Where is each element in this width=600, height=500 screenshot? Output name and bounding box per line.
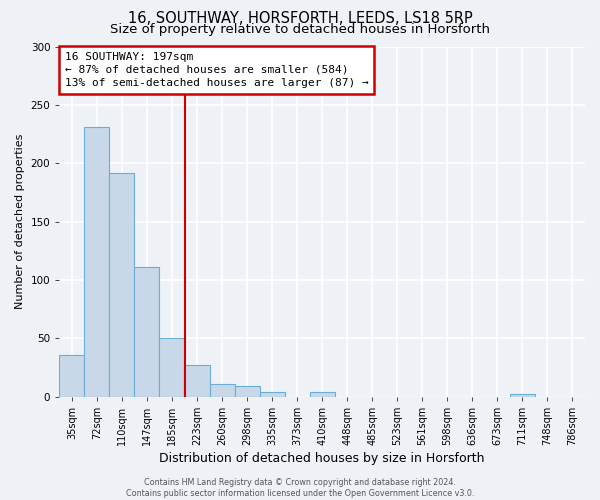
Text: 16, SOUTHWAY, HORSFORTH, LEEDS, LS18 5RP: 16, SOUTHWAY, HORSFORTH, LEEDS, LS18 5RP — [128, 11, 472, 26]
Bar — [160, 338, 184, 396]
Bar — [134, 267, 160, 396]
Text: 16 SOUTHWAY: 197sqm
← 87% of detached houses are smaller (584)
13% of semi-detac: 16 SOUTHWAY: 197sqm ← 87% of detached ho… — [65, 52, 368, 88]
Text: Contains HM Land Registry data © Crown copyright and database right 2024.
Contai: Contains HM Land Registry data © Crown c… — [126, 478, 474, 498]
Bar — [510, 394, 535, 396]
Bar — [209, 384, 235, 396]
Bar — [85, 127, 109, 396]
Bar — [235, 386, 260, 396]
Text: Size of property relative to detached houses in Horsforth: Size of property relative to detached ho… — [110, 22, 490, 36]
Y-axis label: Number of detached properties: Number of detached properties — [15, 134, 25, 310]
Bar — [184, 365, 209, 396]
Bar — [260, 392, 284, 396]
Bar — [310, 392, 335, 396]
X-axis label: Distribution of detached houses by size in Horsforth: Distribution of detached houses by size … — [160, 452, 485, 465]
Bar — [109, 172, 134, 396]
Bar — [59, 354, 85, 397]
